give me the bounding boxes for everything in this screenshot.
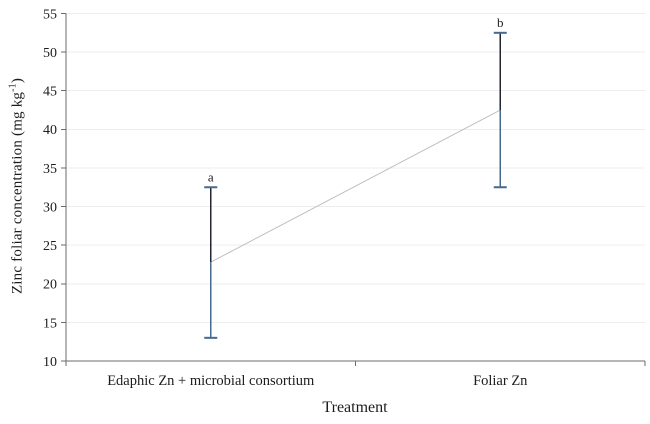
x-category-label: Foliar Zn <box>473 373 528 389</box>
y-axis-title-suffix: ) <box>9 77 26 84</box>
y-axis-title-superscript: -1 <box>7 83 19 92</box>
y-tick-label: 15 <box>43 316 57 331</box>
series-line <box>210 109 501 263</box>
y-tick-label: 50 <box>43 46 57 61</box>
y-tick-label: 45 <box>43 85 57 100</box>
y-tick-label: 10 <box>43 355 57 370</box>
significance-letter: b <box>497 15 504 30</box>
y-tick-label: 25 <box>43 239 57 254</box>
y-axis-title-text: Zinc foliar concentration (mg kg <box>9 91 26 295</box>
x-axis-title: Treatment <box>322 399 388 416</box>
y-tick-label: 20 <box>43 278 57 293</box>
y-axis-title: Zinc foliar concentration (mg kg-1) <box>8 78 27 294</box>
y-tick-label: 40 <box>43 123 57 138</box>
x-category-label: Edaphic Zn + microbial consortium <box>107 373 315 389</box>
significance-letter: a <box>208 169 214 184</box>
y-tick-label: 30 <box>43 200 57 215</box>
y-tick-label: 35 <box>43 162 57 177</box>
y-tick-label: 55 <box>43 7 57 22</box>
